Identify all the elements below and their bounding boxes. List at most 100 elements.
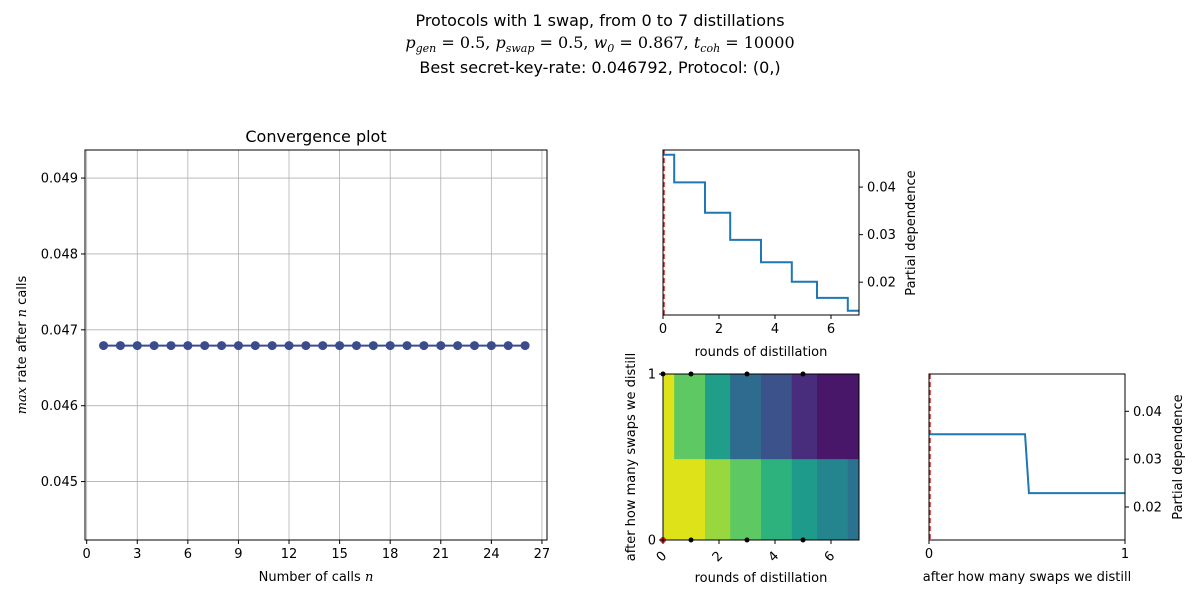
heatmap-cell [817,374,849,460]
heatmap-xtick-label: 0 [654,549,670,565]
p-swap-symbol: p [495,33,505,52]
heatmap-cell [674,374,706,460]
convergence-data-point [115,341,125,351]
heatmap-cell [730,374,762,460]
pd-swap-ytick-label: 0.03 [1133,453,1162,468]
convergence-ylabel-var2: n [15,309,30,317]
convergence-data-point [166,341,176,351]
convergence-data-point [318,341,328,351]
convergence-xtick-label: 6 [184,547,192,562]
heatmap-cell [761,374,793,460]
pd-swap-ytick-label: 0.02 [1133,500,1162,515]
heatmap-cell [847,374,860,460]
convergence-xlabel: Number of calls n [259,570,374,585]
convergence-data-point [486,341,496,351]
convergence-data-point [99,341,109,351]
convergence-grid [85,150,547,540]
convergence-data-point [419,341,429,351]
convergence-plot: Convergence plot 0 3 6 9 12 15 18 21 24 27 0.045 0.… [15,127,550,585]
convergence-ylabel-var1: max [15,386,30,414]
convergence-xtick-label: 27 [534,547,551,562]
convergence-xlabel-text: Number of calls [259,570,365,585]
convergence-ytick-label: 0.046 [41,399,78,414]
pd-distillation-xtick-label: 2 [715,322,723,337]
convergence-ytick-label: 0.047 [41,323,78,338]
convergence-data-point [436,341,446,351]
convergence-ytick-label: 0.045 [41,475,78,490]
partial-dependence-swap-plot: 0 1 0.02 0.03 0.04 after how many swaps we d… [923,373,1186,585]
pd-swap-xtick-label: 1 [1121,547,1129,562]
convergence-data-point [132,341,142,351]
pd-distillation-axes-frame [662,149,860,316]
convergence-data-point [520,341,530,351]
w0-subscript: 0 [607,42,614,55]
convergence-data-point [267,341,277,351]
heatmap-cell [761,458,793,541]
convergence-ylabel-mid: rate after [15,317,30,387]
heatmap-ytick-label: 1 [648,368,656,383]
heatmap-ylabel: after how many swaps we distill [624,353,639,561]
convergence-xtick-label: 18 [382,547,399,562]
heatmap-cell [663,374,675,460]
convergence-data-point [149,341,159,351]
pd-swap-xtick-label: 0 [925,547,933,562]
pd-distillation-ytick-label: 0.02 [867,276,896,291]
convergence-data-point [335,341,345,351]
p-swap-value: = 0.5, [534,33,593,52]
figure-title-line2: pgen = 0.5, pswap = 0.5, w0 = 0.867, tco… [405,33,794,55]
convergence-data-point [385,341,395,351]
tcoh-symbol: t [694,33,701,52]
convergence-xtick-label: 9 [234,547,242,562]
figure-title-line3: Best secret-key-rate: 0.046792, Protocol… [419,58,780,77]
heatmap-cell [817,458,849,541]
convergence-data-point [503,341,513,351]
convergence-data-point [351,341,361,351]
pd-distillation-ticks: 0 2 4 6 0.02 0.03 0.04 [659,181,896,337]
heatmap-cell [705,458,731,541]
convergence-ylabel-suffix: calls [15,275,30,308]
convergence-data-point [301,341,311,351]
convergence-ticks: 0 3 6 9 12 15 18 21 24 27 0.045 0.046 0.047 0.048 0.04… [41,172,550,562]
pd-distillation-ytick-label: 0.03 [867,228,896,243]
heatmap-cells [663,374,860,541]
convergence-plot-title: Convergence plot [245,127,386,146]
pd-distillation-ytick-label: 0.04 [867,181,896,196]
pd-distillation-xlabel: rounds of distillation [695,345,828,360]
pd-distillation-xtick-label: 4 [771,322,779,337]
heatmap-ytick-label: 0 [648,534,656,549]
convergence-ytick-label: 0.049 [41,172,78,187]
convergence-data-point [217,341,227,351]
pd-swap-ticks: 0 1 0.02 0.03 0.04 [925,405,1162,562]
pd-distillation-xtick-label: 0 [659,322,667,337]
pd-swap-xlabel: after how many swaps we distill [923,570,1131,585]
convergence-xtick-label: 12 [281,547,298,562]
heatmap-cell [705,374,731,460]
figure-title-line1: Protocols with 1 swap, from 0 to 7 disti… [415,11,784,30]
convergence-data-point [453,341,463,351]
convergence-xtick-label: 21 [433,547,450,562]
convergence-data-point [368,341,378,351]
convergence-data-point [469,341,479,351]
convergence-data-point [200,341,210,351]
p-gen-value: = 0.5, [436,33,495,52]
heatmap-xtick-label: 4 [766,549,782,565]
p-swap-subscript: swap [506,42,535,55]
w0-symbol: w [594,33,608,52]
convergence-data-point [284,341,294,351]
heatmap-cell [730,458,762,541]
convergence-xlabel-var: n [365,570,373,585]
tcoh-value: = 10000 [720,33,794,52]
pd-distillation-series-line [663,153,859,312]
heatmap-axes-frame [662,373,860,541]
convergence-ytick-label: 0.048 [41,247,78,262]
partial-dependence-heatmap: 0 2 4 6 0 1 rounds of distillation after how … [624,353,860,586]
convergence-series-points [99,341,530,351]
heatmap-cell [663,458,675,541]
convergence-axes-frame [84,149,548,541]
convergence-xtick-label: 24 [483,547,500,562]
heatmap-cell [847,458,860,541]
pd-swap-ytick-label: 0.04 [1133,405,1162,420]
convergence-xtick-label: 3 [133,547,141,562]
convergence-data-point [250,341,260,351]
